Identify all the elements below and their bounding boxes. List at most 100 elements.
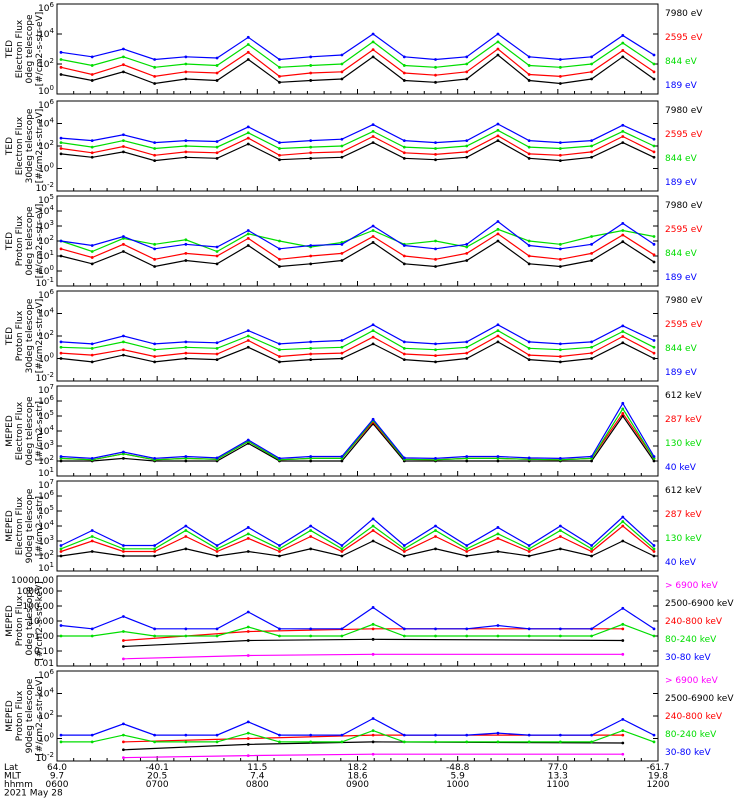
data-point	[652, 144, 656, 148]
data-point	[621, 135, 625, 138]
data-point	[465, 547, 469, 551]
data-point	[184, 634, 188, 638]
data-point	[558, 524, 562, 528]
data-point	[621, 752, 625, 756]
data-point	[90, 529, 94, 532]
data-point	[652, 77, 656, 81]
data-point	[371, 40, 375, 44]
legend-label-black: 7980 eV	[665, 201, 703, 211]
data-point	[309, 151, 313, 155]
y-axis-label: Proton Flux	[15, 215, 25, 266]
data-point	[434, 158, 437, 162]
series-line-blue	[60, 516, 655, 547]
y-axis-label: Electron Flux	[15, 19, 25, 78]
data-point	[153, 348, 157, 352]
data-point	[59, 247, 63, 251]
y-axis-label: 30deg telescope	[25, 298, 35, 373]
data-point	[465, 62, 469, 66]
y-axis-label: 30deg telescope	[25, 108, 35, 183]
data-point	[278, 80, 281, 84]
data-point	[621, 123, 625, 127]
data-point	[558, 153, 562, 157]
y-tick-label: 104	[38, 307, 54, 320]
data-point	[246, 550, 250, 553]
data-point	[527, 544, 531, 547]
data-point	[371, 342, 375, 346]
legend-label-black: 7980 eV	[665, 9, 703, 19]
data-point	[434, 257, 437, 261]
data-point	[371, 235, 375, 238]
data-point	[309, 459, 313, 463]
panel-frame	[56, 575, 659, 667]
data-point	[402, 550, 406, 553]
data-point	[59, 455, 63, 458]
data-point	[527, 152, 531, 156]
data-point	[558, 547, 562, 551]
data-point	[340, 550, 344, 553]
data-point	[496, 323, 500, 327]
data-point	[371, 517, 375, 521]
data-point	[371, 622, 375, 626]
y-tick-label: 103	[38, 439, 54, 452]
y-tick-label: 100	[38, 732, 54, 745]
x-axis-row-label: MLT	[4, 772, 22, 782]
panel-3	[56, 195, 659, 287]
data-point	[278, 141, 281, 145]
x-axis-mlt: 9.7	[50, 772, 64, 782]
data-point	[246, 125, 250, 129]
y-tick-label: 106	[38, 98, 54, 111]
data-point	[402, 340, 406, 344]
data-point	[278, 247, 281, 251]
x-axis-lat: 77.0	[548, 763, 568, 773]
data-point	[340, 242, 344, 246]
data-point	[246, 654, 250, 657]
data-point	[184, 529, 188, 532]
data-point	[371, 335, 375, 339]
data-point	[215, 151, 219, 155]
data-point	[371, 417, 375, 421]
data-point	[153, 147, 157, 150]
data-point	[496, 731, 500, 735]
series-line-green	[60, 329, 655, 351]
data-point	[340, 53, 344, 57]
series-line-red	[60, 233, 655, 260]
data-point	[465, 459, 469, 463]
data-point	[621, 41, 625, 45]
data-point	[309, 139, 313, 143]
data-point	[184, 345, 188, 349]
data-point	[621, 407, 625, 411]
x-axis-lat: -40.1	[146, 763, 169, 773]
series-line-black	[61, 414, 655, 462]
data-point	[527, 73, 531, 76]
y-axis-label: Electron Flux	[15, 116, 25, 175]
data-point	[590, 55, 593, 59]
data-point	[402, 456, 406, 460]
data-point	[122, 250, 125, 253]
data-point	[558, 141, 562, 145]
data-point	[246, 526, 250, 529]
panel-7	[56, 575, 659, 667]
data-point	[90, 627, 94, 631]
data-point	[246, 236, 250, 240]
data-point	[652, 70, 656, 74]
x-axis-mlt: 18.6	[347, 772, 367, 782]
data-point	[652, 260, 656, 264]
y-axis-label: [#/cm2-s-str-eV]	[35, 299, 45, 374]
data-point	[184, 242, 188, 246]
data-point	[122, 722, 125, 726]
legend-label-black: 7980 eV	[665, 296, 703, 306]
panel-1	[56, 3, 659, 95]
data-point	[90, 250, 94, 253]
data-point	[278, 74, 281, 78]
legend-label-black: 612 keV	[665, 391, 702, 401]
series-line-red	[60, 335, 655, 358]
data-point	[527, 340, 531, 344]
y-tick-label: 102	[38, 549, 54, 562]
data-point	[434, 535, 437, 538]
data-point	[278, 550, 281, 553]
data-point	[527, 740, 531, 744]
data-point	[402, 544, 406, 547]
data-point	[496, 122, 500, 126]
data-point	[246, 630, 250, 633]
data-point	[184, 70, 188, 74]
